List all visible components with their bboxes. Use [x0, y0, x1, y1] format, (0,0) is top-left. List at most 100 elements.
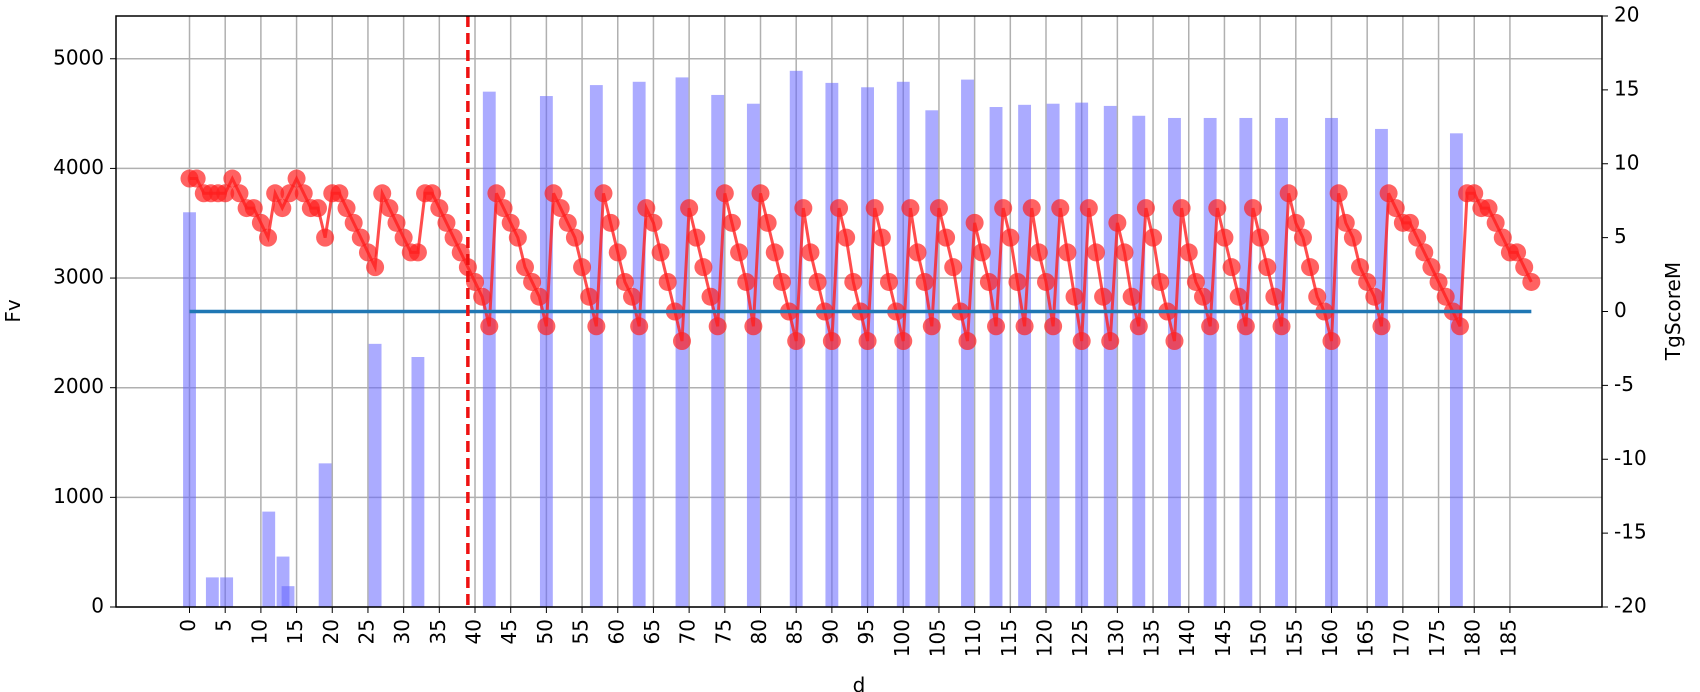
bar — [711, 94, 725, 608]
x-tick-label: 85 — [783, 619, 807, 644]
point — [879, 272, 898, 291]
point — [687, 228, 706, 247]
bar — [482, 91, 496, 608]
bar — [1325, 117, 1338, 607]
x-tick-label: 155 — [1282, 619, 1306, 657]
point — [1343, 228, 1362, 247]
point — [1293, 228, 1312, 247]
x-tick-label: 145 — [1211, 619, 1235, 657]
point — [1036, 272, 1055, 291]
point — [1129, 317, 1148, 336]
point — [537, 317, 556, 336]
point — [1386, 199, 1405, 218]
x-tick-label: 125 — [1068, 619, 1092, 657]
point — [473, 287, 492, 306]
x-tick-label: 135 — [1140, 619, 1164, 657]
bar — [220, 577, 234, 607]
point — [808, 272, 827, 291]
point — [1208, 199, 1227, 218]
bar — [411, 357, 425, 607]
x-tick-label: 115 — [997, 619, 1021, 657]
point — [1115, 243, 1134, 262]
point — [1351, 258, 1370, 277]
point — [273, 199, 292, 218]
point — [608, 243, 627, 262]
point — [1379, 184, 1398, 203]
point — [316, 228, 335, 247]
point — [408, 243, 427, 262]
point — [722, 213, 741, 232]
point — [637, 199, 656, 218]
point — [1229, 287, 1248, 306]
point — [1094, 287, 1113, 306]
point — [1165, 332, 1184, 351]
point — [1308, 287, 1327, 306]
point — [515, 258, 534, 277]
bar — [318, 463, 332, 607]
y2-tick-label: 10 — [1614, 150, 1639, 174]
point — [858, 332, 877, 351]
point — [444, 228, 463, 247]
point — [658, 272, 677, 291]
point — [1286, 213, 1305, 232]
x-tick-label: 50 — [533, 619, 557, 644]
point — [694, 258, 713, 277]
point — [1429, 272, 1448, 291]
point — [901, 199, 920, 218]
point — [287, 169, 306, 188]
y2-tick-label: -10 — [1614, 446, 1647, 470]
point — [1486, 213, 1505, 232]
bar — [262, 511, 276, 607]
point — [894, 332, 913, 351]
point — [501, 213, 520, 232]
point — [1329, 184, 1348, 203]
point — [865, 199, 884, 218]
point — [737, 272, 756, 291]
point — [1065, 287, 1084, 306]
point — [837, 228, 856, 247]
x-tick-label: 60 — [604, 619, 628, 644]
point — [965, 213, 984, 232]
bar — [205, 577, 219, 607]
point — [994, 199, 1013, 218]
point — [1258, 258, 1277, 277]
point — [366, 258, 385, 277]
point — [259, 228, 278, 247]
point — [644, 213, 663, 232]
x-tick-label: 35 — [426, 619, 450, 644]
point — [822, 332, 841, 351]
point — [1029, 243, 1048, 262]
axes: 0 5 10 15 20 25 30 35 40 45 50 55 60 65 70 75 80 85 90 95 10… — [53, 3, 1647, 658]
point — [1072, 332, 1091, 351]
x-tick-label: 40 — [462, 619, 486, 644]
x-tick-label: 95 — [854, 619, 878, 644]
point — [451, 243, 470, 262]
x-tick-label: 110 — [961, 619, 985, 657]
x-tick-label: 80 — [747, 619, 771, 644]
point — [1186, 272, 1205, 291]
bar — [1075, 102, 1089, 607]
point — [244, 199, 263, 218]
point — [958, 332, 977, 351]
x-tick-label: 105 — [925, 619, 949, 657]
y2-tick-label: 20 — [1614, 3, 1639, 27]
point — [915, 272, 934, 291]
x-tick-label: 70 — [676, 619, 700, 644]
point — [344, 213, 363, 232]
point — [1408, 228, 1427, 247]
bar — [589, 85, 603, 607]
point — [1522, 272, 1541, 291]
x-tick-label: 140 — [1175, 619, 1199, 657]
point — [651, 243, 670, 262]
point — [580, 287, 599, 306]
point — [1436, 287, 1455, 306]
point — [672, 332, 691, 351]
point — [922, 317, 941, 336]
y-tick-label: 3000 — [53, 265, 104, 289]
point — [1272, 317, 1291, 336]
point — [330, 184, 349, 203]
point — [1044, 317, 1063, 336]
bar — [632, 81, 646, 607]
point — [487, 184, 506, 203]
